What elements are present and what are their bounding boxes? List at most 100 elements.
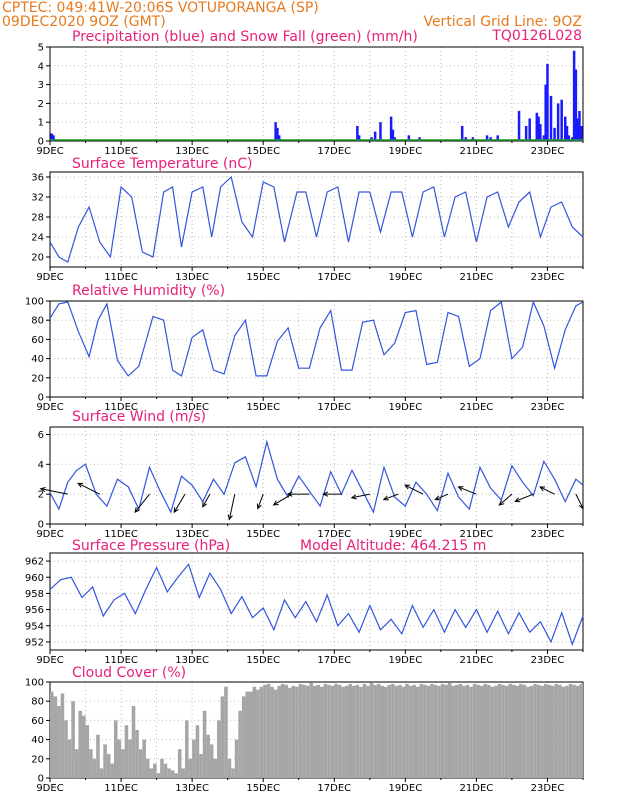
x-tick-label: 9DEC xyxy=(36,146,63,157)
precip-bar xyxy=(357,135,361,141)
y-tick-label: 60 xyxy=(31,716,44,727)
x-tick-label: 23DEC xyxy=(531,402,565,413)
x-tick-label: 11DEC xyxy=(104,146,138,157)
cloud-bar xyxy=(277,685,281,778)
x-tick-label: 17DEC xyxy=(317,272,351,283)
cloud-bar xyxy=(295,686,299,778)
cloud-bar xyxy=(469,686,473,778)
precip-bar xyxy=(567,135,571,141)
cloud-bar xyxy=(153,763,157,778)
wind-arrowhead xyxy=(256,503,262,510)
cloud-bar xyxy=(96,734,100,778)
cloud-bar xyxy=(50,691,54,778)
series-line xyxy=(49,300,584,377)
cloud-bar xyxy=(515,685,520,778)
x-tick-label: 17DEC xyxy=(317,529,351,540)
wind-arrowhead xyxy=(286,491,293,497)
cloud-bar xyxy=(106,754,111,778)
cloud-bar xyxy=(522,684,527,778)
cloud-bar xyxy=(330,685,335,778)
wind-vector xyxy=(202,493,211,508)
run-time: 09DEC2020 9OZ (GMT) xyxy=(2,14,166,30)
cloud-bar xyxy=(185,720,189,778)
wind-vector xyxy=(228,494,236,520)
x-tick-label: 9DEC xyxy=(36,529,63,540)
precip-bar xyxy=(565,125,569,141)
cloud-bar xyxy=(344,685,349,778)
x-tick-label: 17DEC xyxy=(317,402,351,413)
cloud-bar xyxy=(298,683,303,778)
precip-bar xyxy=(563,116,567,141)
y-tick-label: 0 xyxy=(38,774,44,785)
station-header: CPTEC: 049:41W-20:06S VOTUPORANGA (SP) xyxy=(2,0,319,16)
cloud-bar xyxy=(67,739,72,778)
cloud-bar xyxy=(85,725,90,778)
cloud-bar xyxy=(288,687,292,778)
precip-bar xyxy=(418,137,421,141)
precip-bar xyxy=(542,135,546,141)
precip-title: Precipitation (blue) and Snow Fall (gree… xyxy=(72,29,418,45)
y-tick-label: 6 xyxy=(38,430,44,441)
precip-bar xyxy=(464,137,467,141)
wind-arrowhead xyxy=(77,482,84,488)
cloud-bar xyxy=(529,685,534,778)
x-tick-label: 11DEC xyxy=(104,272,138,283)
x-tick-label: 13DEC xyxy=(175,402,209,413)
x-tick-label: 13DEC xyxy=(175,655,209,666)
y-tick-label: 960 xyxy=(25,573,44,584)
precip-bar xyxy=(276,127,279,141)
precip-bar xyxy=(277,135,281,141)
precip-bar xyxy=(556,103,560,141)
wind-vector xyxy=(134,493,150,513)
precip-bar xyxy=(460,125,464,141)
cloud-bar xyxy=(206,734,210,778)
wind-arrowhead xyxy=(457,486,464,491)
altitude-annotation: Model Altitude: 464.215 m xyxy=(300,538,487,554)
cloud-bar xyxy=(419,683,424,778)
x-tick-label: 19DEC xyxy=(388,272,422,283)
x-tick-label: 11DEC xyxy=(104,783,138,794)
cloud-bar xyxy=(444,684,448,778)
y-tick-label: 32 xyxy=(31,193,44,204)
x-tick-label: 19DEC xyxy=(388,402,422,413)
precip-bar xyxy=(544,84,547,141)
cloud-bar xyxy=(192,739,196,778)
x-tick-label: 13DEC xyxy=(175,529,209,540)
precip-bar xyxy=(356,125,359,141)
cloud-bar xyxy=(60,693,65,778)
y-tick-label: 60 xyxy=(31,335,44,346)
cloud-bar xyxy=(202,710,207,778)
precip-bar xyxy=(485,135,489,141)
cloud-bar xyxy=(405,683,409,778)
cloud-bar xyxy=(238,710,242,778)
cloud-bar xyxy=(224,686,228,778)
cloud-bar xyxy=(558,684,562,778)
cloud-bar xyxy=(394,685,399,778)
panel-frame xyxy=(49,426,584,525)
wind-vector xyxy=(273,493,292,506)
cloud-bar xyxy=(142,739,146,778)
cloud-bar xyxy=(437,685,441,778)
y-tick-label: 5 xyxy=(38,43,44,54)
wind-vector xyxy=(499,493,513,506)
panel-frame xyxy=(49,552,584,651)
x-tick-label: 11DEC xyxy=(104,529,138,540)
wind-vector xyxy=(404,484,424,495)
x-tick-label: 9DEC xyxy=(36,655,63,666)
cloud-bar xyxy=(384,686,388,778)
cloud-bar xyxy=(447,682,452,778)
precip-bar xyxy=(539,124,542,141)
y-tick-label: 0 xyxy=(38,393,44,404)
cloud-bar xyxy=(103,744,107,778)
y-tick-label: 24 xyxy=(31,233,44,244)
cloud-bar xyxy=(519,683,523,778)
cloud-bar xyxy=(312,685,317,778)
cloud-bar xyxy=(380,685,385,778)
x-tick-label: 15DEC xyxy=(246,655,280,666)
y-tick-label: 952 xyxy=(25,637,44,648)
cloud-title: Cloud Cover (%) xyxy=(72,665,187,681)
cloud-bar xyxy=(547,684,552,778)
precip-bar xyxy=(274,122,277,141)
x-tick-label: 9DEC xyxy=(36,783,63,794)
cloud-bar xyxy=(291,685,296,778)
